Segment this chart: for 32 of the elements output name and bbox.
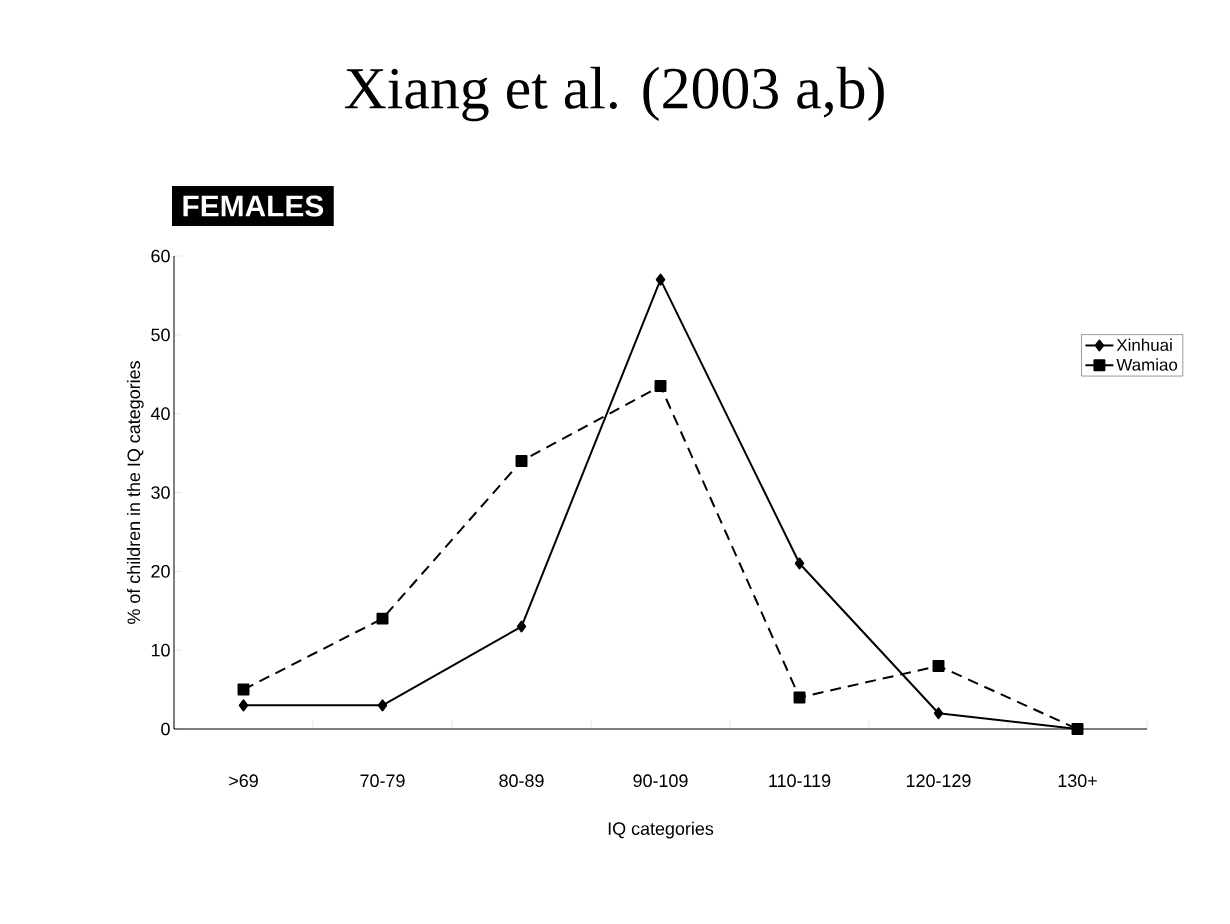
point [515,454,528,467]
point [516,620,527,633]
point [654,380,667,393]
legend-label: Wamiao [1116,358,1178,371]
x-tick-label: 90-109 [633,774,688,788]
point [377,699,388,712]
point [655,273,666,286]
x-tick-label: 80-89 [499,774,544,788]
point [794,557,805,570]
point [793,691,806,704]
x-tick-label: 70-79 [360,774,405,788]
point [933,707,944,720]
point [376,612,389,625]
x-axis-title: IQ categories [608,821,714,839]
chart-title: Xiang et al. (2003 a,b) [344,66,884,122]
y-tick-label: 10 [151,643,170,657]
text: FEMALES [183,195,324,217]
y-axis-title: % of children in the IQ categories [126,361,144,624]
y-tick-label: 40 [150,407,170,421]
y-tick-label: 0 [161,722,170,736]
x-tick-label: 120-129 [906,774,971,788]
y-tick-label: 30 [151,486,170,499]
x-tick-label: 130+ [1058,774,1097,788]
x-tick-label: >69 [229,774,258,788]
y-tick-label: 60 [151,249,170,263]
point [237,683,250,696]
y-tick-label: 20 [151,564,170,578]
point [932,659,945,672]
legend-label: Xinhuai [1116,338,1172,352]
x-tick-label: 110-119 [769,774,831,788]
point [238,699,249,712]
y-tick-label: 50 [151,328,170,342]
